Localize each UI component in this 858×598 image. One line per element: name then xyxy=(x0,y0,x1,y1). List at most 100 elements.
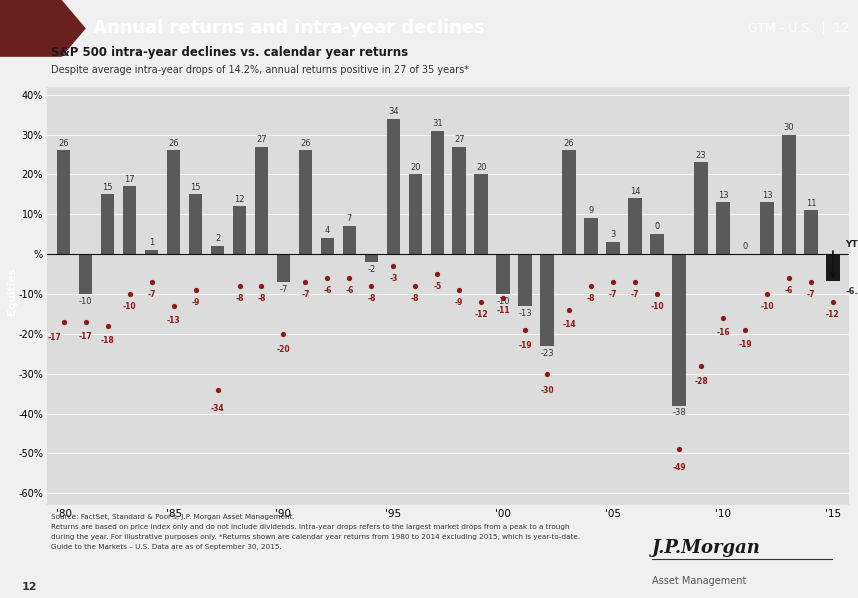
Text: Equities: Equities xyxy=(7,268,17,315)
Text: -19: -19 xyxy=(738,340,752,349)
Text: Guide to the Markets – U.S. Data are as of September 30, 2015.: Guide to the Markets – U.S. Data are as … xyxy=(51,544,282,550)
Bar xyxy=(694,163,708,254)
Text: -9: -9 xyxy=(191,298,200,307)
Bar xyxy=(804,210,818,254)
Text: 1: 1 xyxy=(149,239,154,248)
Text: 26: 26 xyxy=(58,139,69,148)
Text: -7: -7 xyxy=(279,285,287,294)
Text: -10: -10 xyxy=(123,302,136,311)
Text: 20: 20 xyxy=(476,163,486,172)
Bar xyxy=(321,238,335,254)
Text: 31: 31 xyxy=(432,119,443,128)
Text: 7: 7 xyxy=(347,215,352,224)
Bar xyxy=(57,151,70,254)
Bar xyxy=(276,254,290,282)
Text: -28: -28 xyxy=(694,377,708,386)
Bar xyxy=(607,242,620,254)
Bar xyxy=(166,151,180,254)
Text: 2: 2 xyxy=(214,234,221,243)
Text: -38: -38 xyxy=(672,408,686,417)
Text: -5: -5 xyxy=(433,282,441,291)
Bar xyxy=(408,175,422,254)
Text: -17: -17 xyxy=(48,333,62,342)
Text: 15: 15 xyxy=(102,182,113,191)
Text: 12: 12 xyxy=(234,194,245,203)
Text: -16: -16 xyxy=(716,328,730,337)
Text: -12: -12 xyxy=(826,310,840,319)
Text: -20: -20 xyxy=(276,345,290,354)
Bar xyxy=(760,202,774,254)
Text: 17: 17 xyxy=(124,175,135,184)
Text: Asset Management: Asset Management xyxy=(652,576,746,586)
Text: -2: -2 xyxy=(367,265,376,274)
Text: -7: -7 xyxy=(631,290,639,299)
Text: -34: -34 xyxy=(211,404,224,413)
Bar xyxy=(342,226,356,254)
Text: -7: -7 xyxy=(301,290,310,299)
Text: -8: -8 xyxy=(367,294,376,303)
Text: Despite average intra-year drops of 14.2%, annual returns positive in 27 of 35 y: Despite average intra-year drops of 14.2… xyxy=(51,65,469,75)
Text: 9: 9 xyxy=(589,206,594,215)
Text: -12: -12 xyxy=(474,310,488,319)
Text: 26: 26 xyxy=(168,139,178,148)
Text: 15: 15 xyxy=(190,182,201,191)
Text: -8: -8 xyxy=(411,294,420,303)
Text: Annual returns and intra-year declines: Annual returns and intra-year declines xyxy=(93,19,485,38)
Bar xyxy=(189,194,202,254)
Bar xyxy=(431,130,444,254)
Text: 13: 13 xyxy=(718,191,728,200)
Bar xyxy=(673,254,686,405)
Bar xyxy=(716,202,730,254)
Text: J.P.Morgan: J.P.Morgan xyxy=(652,539,761,557)
Bar xyxy=(497,254,510,294)
Text: -10: -10 xyxy=(497,297,510,306)
Text: -7: -7 xyxy=(609,290,618,299)
Text: 3: 3 xyxy=(610,230,616,239)
Text: -6: -6 xyxy=(323,286,331,295)
Text: -8: -8 xyxy=(587,294,595,303)
Text: -10: -10 xyxy=(760,302,774,311)
Bar xyxy=(826,254,840,281)
Text: -13: -13 xyxy=(518,309,532,318)
Text: -14: -14 xyxy=(562,320,576,329)
Bar xyxy=(387,118,400,254)
Bar xyxy=(452,147,466,254)
Bar xyxy=(79,254,93,294)
Bar xyxy=(101,194,114,254)
Text: -30: -30 xyxy=(541,386,554,395)
Text: 0: 0 xyxy=(655,222,660,231)
Text: during the year. For illustrative purposes only. *Returns shown are calendar yea: during the year. For illustrative purpos… xyxy=(51,534,581,540)
Text: Source: FactSet, Standard & Poor's, J.P. Morgan Asset Management.: Source: FactSet, Standard & Poor's, J.P.… xyxy=(51,514,295,520)
Text: -7: -7 xyxy=(148,290,156,299)
Text: -10: -10 xyxy=(79,297,93,306)
Bar xyxy=(650,234,664,254)
Text: YTD: YTD xyxy=(845,240,858,249)
Text: -6: -6 xyxy=(345,286,353,295)
Text: -8: -8 xyxy=(257,294,266,303)
Text: 0: 0 xyxy=(742,242,747,251)
Text: -13: -13 xyxy=(166,316,180,325)
Bar xyxy=(782,135,795,254)
Bar xyxy=(628,199,642,254)
Text: 27: 27 xyxy=(257,135,267,144)
Text: -7: -7 xyxy=(807,290,815,299)
Text: 27: 27 xyxy=(454,135,464,144)
Bar xyxy=(518,254,532,306)
Bar xyxy=(365,254,378,262)
Text: -10: -10 xyxy=(650,302,664,311)
Bar xyxy=(299,151,312,254)
Polygon shape xyxy=(0,0,86,57)
Text: -17: -17 xyxy=(79,332,93,341)
Text: 4: 4 xyxy=(325,227,330,236)
Text: 23: 23 xyxy=(696,151,706,160)
Text: 13: 13 xyxy=(762,191,772,200)
Text: -18: -18 xyxy=(100,336,114,345)
Text: 14: 14 xyxy=(630,187,640,196)
Text: 11: 11 xyxy=(806,199,816,208)
Text: 20: 20 xyxy=(410,163,420,172)
Bar xyxy=(584,218,598,254)
Text: -9: -9 xyxy=(455,298,463,307)
Bar xyxy=(562,151,576,254)
Text: -23: -23 xyxy=(541,349,554,358)
Text: 12: 12 xyxy=(21,582,37,592)
